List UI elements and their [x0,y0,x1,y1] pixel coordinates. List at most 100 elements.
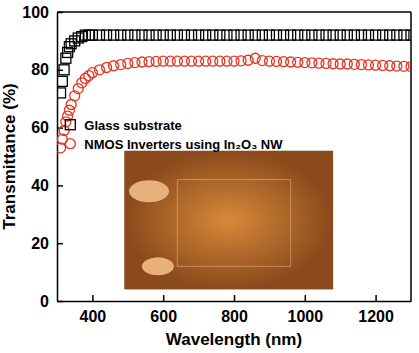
marker [328,30,338,40]
point [94,65,104,75]
marker [406,62,411,72]
point [57,76,67,86]
tick: 800 [221,295,248,325]
point [208,30,218,40]
point [257,30,267,40]
marker [194,30,204,40]
marker [57,88,66,98]
point [229,30,239,40]
series [57,53,411,153]
inset-sample [177,180,290,267]
point [116,30,126,40]
inset-finger [142,257,174,275]
legend-label: Glass substrate [84,118,182,133]
tick-label: 800 [221,308,248,325]
tick: 100 [22,4,63,21]
tick: 1200 [358,295,394,325]
point [70,36,80,46]
marker [250,30,260,40]
marker [406,30,411,40]
frame [57,11,411,13]
tick: 1000 [288,295,324,325]
point [187,30,197,40]
point [130,30,140,40]
point [84,30,94,40]
point [158,30,168,40]
marker [307,30,317,40]
marker [229,30,239,40]
tick: 60 [31,119,63,136]
marker [158,30,168,40]
point [165,30,175,40]
legend-symbol [65,120,75,130]
marker [109,30,119,40]
legend-marker [65,139,75,149]
legend-item: Glass substrate [65,118,182,133]
marker [123,30,133,40]
x-axis: 40060080010001200 [58,295,412,325]
point [279,30,289,40]
tick-label: 600 [150,308,177,325]
point [399,30,409,40]
point [314,30,324,40]
marker [151,30,161,40]
tick-mark [163,295,165,301]
marker [314,30,324,40]
marker [94,30,104,40]
point [307,30,317,40]
legend-label: NMOS Inverters using In₂O₃ NW [84,137,283,152]
marker [102,62,112,72]
marker [399,30,409,40]
point [137,30,147,40]
legend-item: NMOS Inverters using In₂O₃ NW [65,137,283,152]
marker [286,30,296,40]
point [271,30,281,40]
marker [116,60,126,70]
x-axis-title: Wavelength (nm) [166,330,302,349]
marker [70,36,80,46]
tick-mark [57,185,63,187]
plot: 40060080010001200020406080100Glass subst… [22,4,416,326]
marker [102,30,112,40]
marker [59,65,69,75]
point [222,30,232,40]
tick: 20 [31,235,63,252]
marker [109,61,119,71]
point [172,30,182,40]
point [371,30,381,40]
marker [87,30,97,40]
marker [264,30,274,40]
point [236,30,246,40]
marker [392,30,402,40]
point [179,30,189,40]
tick: 40 [31,177,63,194]
tick-mark [305,295,307,301]
point [250,30,260,40]
point [59,65,69,75]
point [335,30,345,40]
point [64,105,74,115]
point [102,30,112,40]
inset-photo [124,151,333,290]
point [194,30,204,40]
point [356,30,366,40]
tick-mark [57,301,63,303]
tick-label: 100 [22,4,49,21]
tick-mark [57,70,63,72]
point [94,30,104,40]
point [321,30,331,40]
point [144,30,154,40]
marker [342,30,352,40]
marker [137,30,147,40]
marker [300,30,310,40]
tick-label: 0 [40,293,49,310]
tick-mark [57,243,63,245]
point [243,30,253,40]
marker [243,30,253,40]
legend-marker [65,120,75,130]
point [406,30,411,40]
marker [201,30,211,40]
marker [116,30,126,40]
legend-symbol [65,139,75,149]
point [80,30,90,40]
